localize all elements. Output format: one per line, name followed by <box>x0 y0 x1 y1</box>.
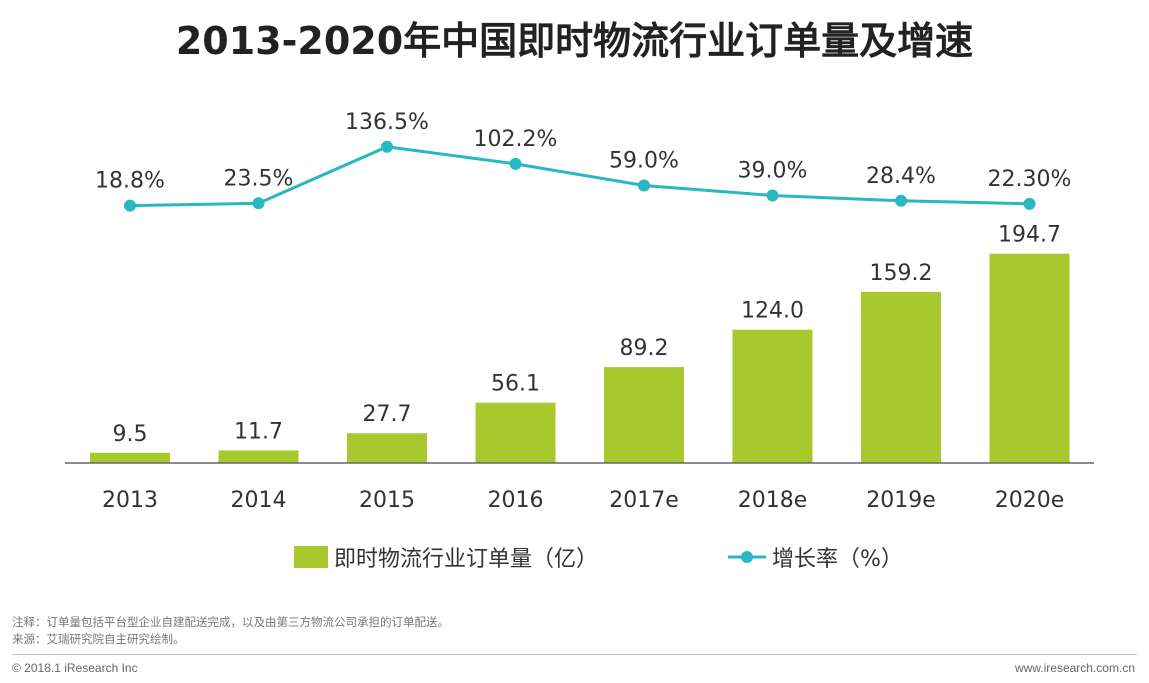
growth-value-label: 102.2% <box>474 127 558 152</box>
growth-point-2014 <box>252 197 265 210</box>
growth-point-2019e <box>895 194 907 207</box>
bar-value-label: 27.7 <box>363 402 412 427</box>
bar-2017e <box>604 367 684 463</box>
growth-point-2013 <box>124 199 136 212</box>
x-tick-label: 2014 <box>231 488 287 513</box>
footnote-note: 注释：订单量包括平台型企业自建配送完成，以及由第三方物流公司承担的订单配送。 <box>12 615 449 629</box>
x-tick-label: 2020e <box>995 488 1065 513</box>
x-tick-label: 2016 <box>488 488 544 513</box>
bar-2016 <box>475 402 556 463</box>
bar-2013 <box>90 452 170 463</box>
labels-layer: 9.5 2013 11.7 2014 27.7 2015 56.1 2016 89.2 2017e… <box>102 223 1064 513</box>
growth-value-label: 22.30% <box>988 167 1072 192</box>
bar-2019e <box>861 291 941 463</box>
growth-point-2015 <box>381 140 393 153</box>
growth-value-label: 59.0% <box>609 149 679 174</box>
growth-point-2018e <box>766 189 779 202</box>
bar-value-label: 11.7 <box>234 419 283 444</box>
growth-value-label: 136.5% <box>345 110 429 135</box>
x-tick-label: 2019e <box>866 488 936 513</box>
bar-value-label: 89.2 <box>620 336 669 361</box>
bar-value-label: 124.0 <box>741 299 804 324</box>
bar-2015 <box>347 433 427 463</box>
bar-2020e <box>989 253 1070 463</box>
legend: 即时物流行业订单量（亿） 增长率（%） <box>294 546 903 572</box>
bar-2018e <box>732 329 813 463</box>
growth-rate-line <box>129 145 1030 208</box>
legend-line-label: 增长率（%） <box>772 547 903 572</box>
bar-value-label: 9.5 <box>113 422 148 447</box>
growth-value-label: 39.0% <box>738 159 808 184</box>
growth-value-label: 23.5% <box>224 166 294 191</box>
growth-point-2020e <box>1023 197 1036 210</box>
growth-value-label: 18.8% <box>95 169 165 194</box>
bars-layer <box>90 253 1070 463</box>
bar-value-label: 56.1 <box>491 372 540 397</box>
x-tick-label: 2013 <box>102 488 158 513</box>
footer-divider <box>12 654 1137 655</box>
growth-point-2017e <box>638 179 650 192</box>
bar-2014 <box>218 450 299 463</box>
chart: 18.8% 23.5% 136.5% 102.2% 59.0% 39.0% 28.4% 22.… <box>65 110 1094 572</box>
legend-bar-swatch <box>294 546 328 568</box>
bar-value-label: 159.2 <box>870 261 933 286</box>
x-tick-label: 2018e <box>738 488 808 513</box>
footnote-source: 来源：艾瑞研究院自主研究绘制。 <box>12 632 185 646</box>
copyright-text: © 2018.1 iResearch Inc <box>12 661 138 675</box>
legend-bar-label: 即时物流行业订单量（亿） <box>334 547 598 572</box>
chart-title: 2013-2020年中国即时物流行业订单量及增速 <box>175 19 974 63</box>
x-tick-label: 2015 <box>359 488 415 513</box>
x-tick-label: 2017e <box>609 488 679 513</box>
bar-value-label: 194.7 <box>998 223 1061 248</box>
legend-line-marker <box>741 551 753 563</box>
growth-point-2016 <box>509 157 522 170</box>
line-layer: 18.8% 23.5% 136.5% 102.2% 59.0% 39.0% 28.4% 22.… <box>95 110 1071 212</box>
growth-value-label: 28.4% <box>866 164 936 189</box>
website-link[interactable]: www.iresearch.com.cn <box>1014 661 1135 675</box>
